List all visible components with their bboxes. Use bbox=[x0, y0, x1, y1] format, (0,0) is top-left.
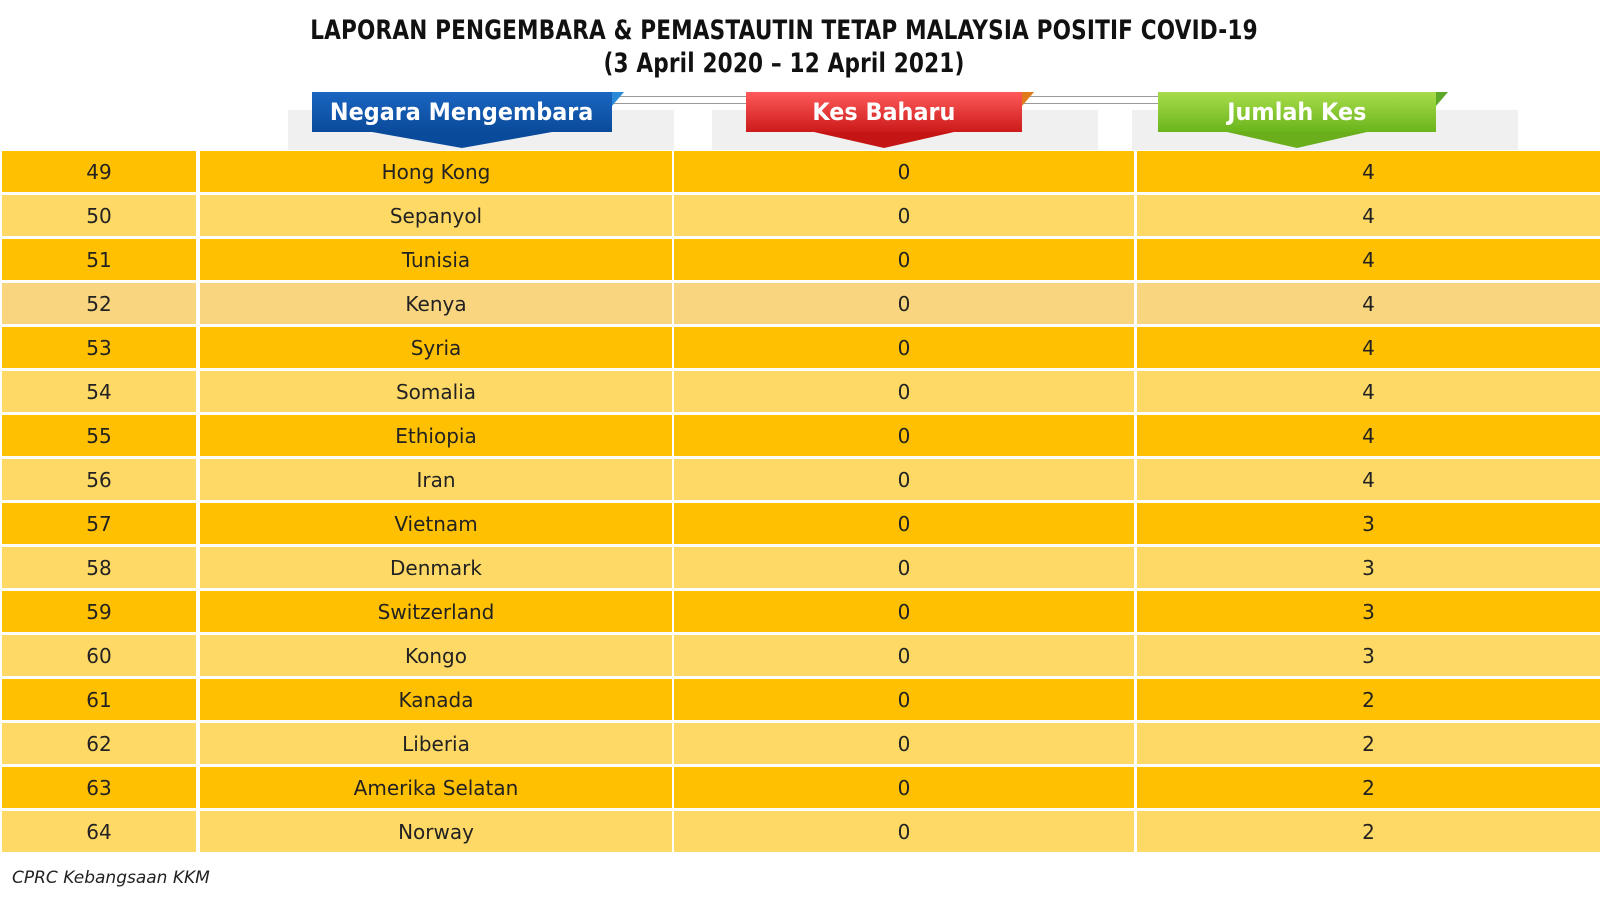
row-number-cell: 49 bbox=[2, 151, 196, 192]
new-cases-cell: 0 bbox=[674, 547, 1134, 588]
country-cell: Denmark bbox=[200, 547, 672, 588]
new-cases-cell: 0 bbox=[674, 723, 1134, 764]
table-row: 53 Syria 0 4 bbox=[0, 326, 1600, 370]
new-cases-cell: 0 bbox=[674, 327, 1134, 368]
banner-fold bbox=[1022, 92, 1034, 106]
row-number-cell: 56 bbox=[2, 459, 196, 500]
report-title-dates: (3 April 2020 – 12 April 2021) bbox=[603, 48, 965, 79]
total-cases-cell: 4 bbox=[1137, 459, 1600, 500]
table-row: 59 Switzerland 0 3 bbox=[0, 590, 1600, 634]
total-cases-cell: 2 bbox=[1137, 723, 1600, 764]
table-row: 49 Hong Kong 0 4 bbox=[0, 150, 1600, 194]
country-cell: Somalia bbox=[200, 371, 672, 412]
row-number-cell: 62 bbox=[2, 723, 196, 764]
total-cases-cell: 4 bbox=[1137, 327, 1600, 368]
banner-fold bbox=[1436, 92, 1448, 106]
country-cell: Hong Kong bbox=[200, 151, 672, 192]
table-row: 56 Iran 0 4 bbox=[0, 458, 1600, 502]
country-cell: Amerika Selatan bbox=[200, 767, 672, 808]
row-number-cell: 60 bbox=[2, 635, 196, 676]
country-cell: Kenya bbox=[200, 283, 672, 324]
report-title-main: LAPORAN PENGEMBARA & PEMASTAUTIN TETAP M… bbox=[310, 15, 1258, 46]
table-row: 52 Kenya 0 4 bbox=[0, 282, 1600, 326]
row-number-cell: 58 bbox=[2, 547, 196, 588]
total-cases-cell: 2 bbox=[1137, 767, 1600, 808]
table-row: 60 Kongo 0 3 bbox=[0, 634, 1600, 678]
table-row: 62 Liberia 0 2 bbox=[0, 722, 1600, 766]
total-cases-cell: 2 bbox=[1137, 679, 1600, 720]
new-cases-cell: 0 bbox=[674, 591, 1134, 632]
header-total-cases-banner: Jumlah Kes bbox=[1158, 92, 1448, 148]
header-country-banner: Negara Mengembara bbox=[312, 92, 624, 148]
row-number-cell: 51 bbox=[2, 239, 196, 280]
banner-arrow bbox=[372, 132, 552, 148]
country-cell: Iran bbox=[200, 459, 672, 500]
table-row: 57 Vietnam 0 3 bbox=[0, 502, 1600, 546]
row-number-cell: 54 bbox=[2, 371, 196, 412]
total-cases-cell: 4 bbox=[1137, 415, 1600, 456]
country-cell: Kongo bbox=[200, 635, 672, 676]
table-row: 58 Denmark 0 3 bbox=[0, 546, 1600, 590]
row-number-cell: 59 bbox=[2, 591, 196, 632]
banner-arrow bbox=[1227, 132, 1367, 148]
new-cases-cell: 0 bbox=[674, 415, 1134, 456]
new-cases-cell: 0 bbox=[674, 635, 1134, 676]
new-cases-cell: 0 bbox=[674, 371, 1134, 412]
country-cell: Ethiopia bbox=[200, 415, 672, 456]
row-number-cell: 52 bbox=[2, 283, 196, 324]
new-cases-cell: 0 bbox=[674, 195, 1134, 236]
table-row: 51 Tunisia 0 4 bbox=[0, 238, 1600, 282]
row-number-cell: 64 bbox=[2, 811, 196, 852]
country-cell: Switzerland bbox=[200, 591, 672, 632]
total-cases-cell: 4 bbox=[1137, 195, 1600, 236]
total-cases-cell: 4 bbox=[1137, 151, 1600, 192]
table-row: 63 Amerika Selatan 0 2 bbox=[0, 766, 1600, 810]
source-footer: CPRC Kebangsaan KKM bbox=[12, 868, 210, 888]
new-cases-cell: 0 bbox=[674, 503, 1134, 544]
country-cell: Norway bbox=[200, 811, 672, 852]
new-cases-cell: 0 bbox=[674, 767, 1134, 808]
country-cell: Liberia bbox=[200, 723, 672, 764]
report-title: LAPORAN PENGEMBARA & PEMASTAUTIN TETAP M… bbox=[0, 14, 1568, 80]
total-cases-cell: 4 bbox=[1137, 371, 1600, 412]
total-cases-cell: 3 bbox=[1137, 635, 1600, 676]
new-cases-cell: 0 bbox=[674, 151, 1134, 192]
new-cases-cell: 0 bbox=[674, 239, 1134, 280]
row-number-cell: 61 bbox=[2, 679, 196, 720]
table-row: 64 Norway 0 2 bbox=[0, 810, 1600, 854]
total-cases-cell: 3 bbox=[1137, 547, 1600, 588]
country-cell: Vietnam bbox=[200, 503, 672, 544]
table-row: 61 Kanada 0 2 bbox=[0, 678, 1600, 722]
country-cell: Sepanyol bbox=[200, 195, 672, 236]
row-number-cell: 63 bbox=[2, 767, 196, 808]
row-number-cell: 50 bbox=[2, 195, 196, 236]
header-total-cases-label: Jumlah Kes bbox=[1227, 98, 1367, 126]
table-row: 54 Somalia 0 4 bbox=[0, 370, 1600, 414]
row-number-cell: 57 bbox=[2, 503, 196, 544]
table-row: 50 Sepanyol 0 4 bbox=[0, 194, 1600, 238]
total-cases-cell: 3 bbox=[1137, 503, 1600, 544]
banner-fold bbox=[612, 92, 624, 106]
table-row: 55 Ethiopia 0 4 bbox=[0, 414, 1600, 458]
country-cell: Syria bbox=[200, 327, 672, 368]
cases-table: 49 Hong Kong 0 4 50 Sepanyol 0 4 51 Tunisia 0 4 52 Ke… bbox=[0, 150, 1600, 854]
total-cases-cell: 4 bbox=[1137, 283, 1600, 324]
new-cases-cell: 0 bbox=[674, 459, 1134, 500]
header-country-label: Negara Mengembara bbox=[330, 98, 594, 126]
total-cases-cell: 4 bbox=[1137, 239, 1600, 280]
country-cell: Kanada bbox=[200, 679, 672, 720]
total-cases-cell: 3 bbox=[1137, 591, 1600, 632]
row-number-cell: 53 bbox=[2, 327, 196, 368]
header-new-cases-banner: Kes Baharu bbox=[746, 92, 1034, 148]
banner-arrow bbox=[814, 132, 954, 148]
new-cases-cell: 0 bbox=[674, 283, 1134, 324]
row-number-cell: 55 bbox=[2, 415, 196, 456]
total-cases-cell: 2 bbox=[1137, 811, 1600, 852]
new-cases-cell: 0 bbox=[674, 811, 1134, 852]
header-new-cases-label: Kes Baharu bbox=[812, 98, 956, 126]
new-cases-cell: 0 bbox=[674, 679, 1134, 720]
country-cell: Tunisia bbox=[200, 239, 672, 280]
